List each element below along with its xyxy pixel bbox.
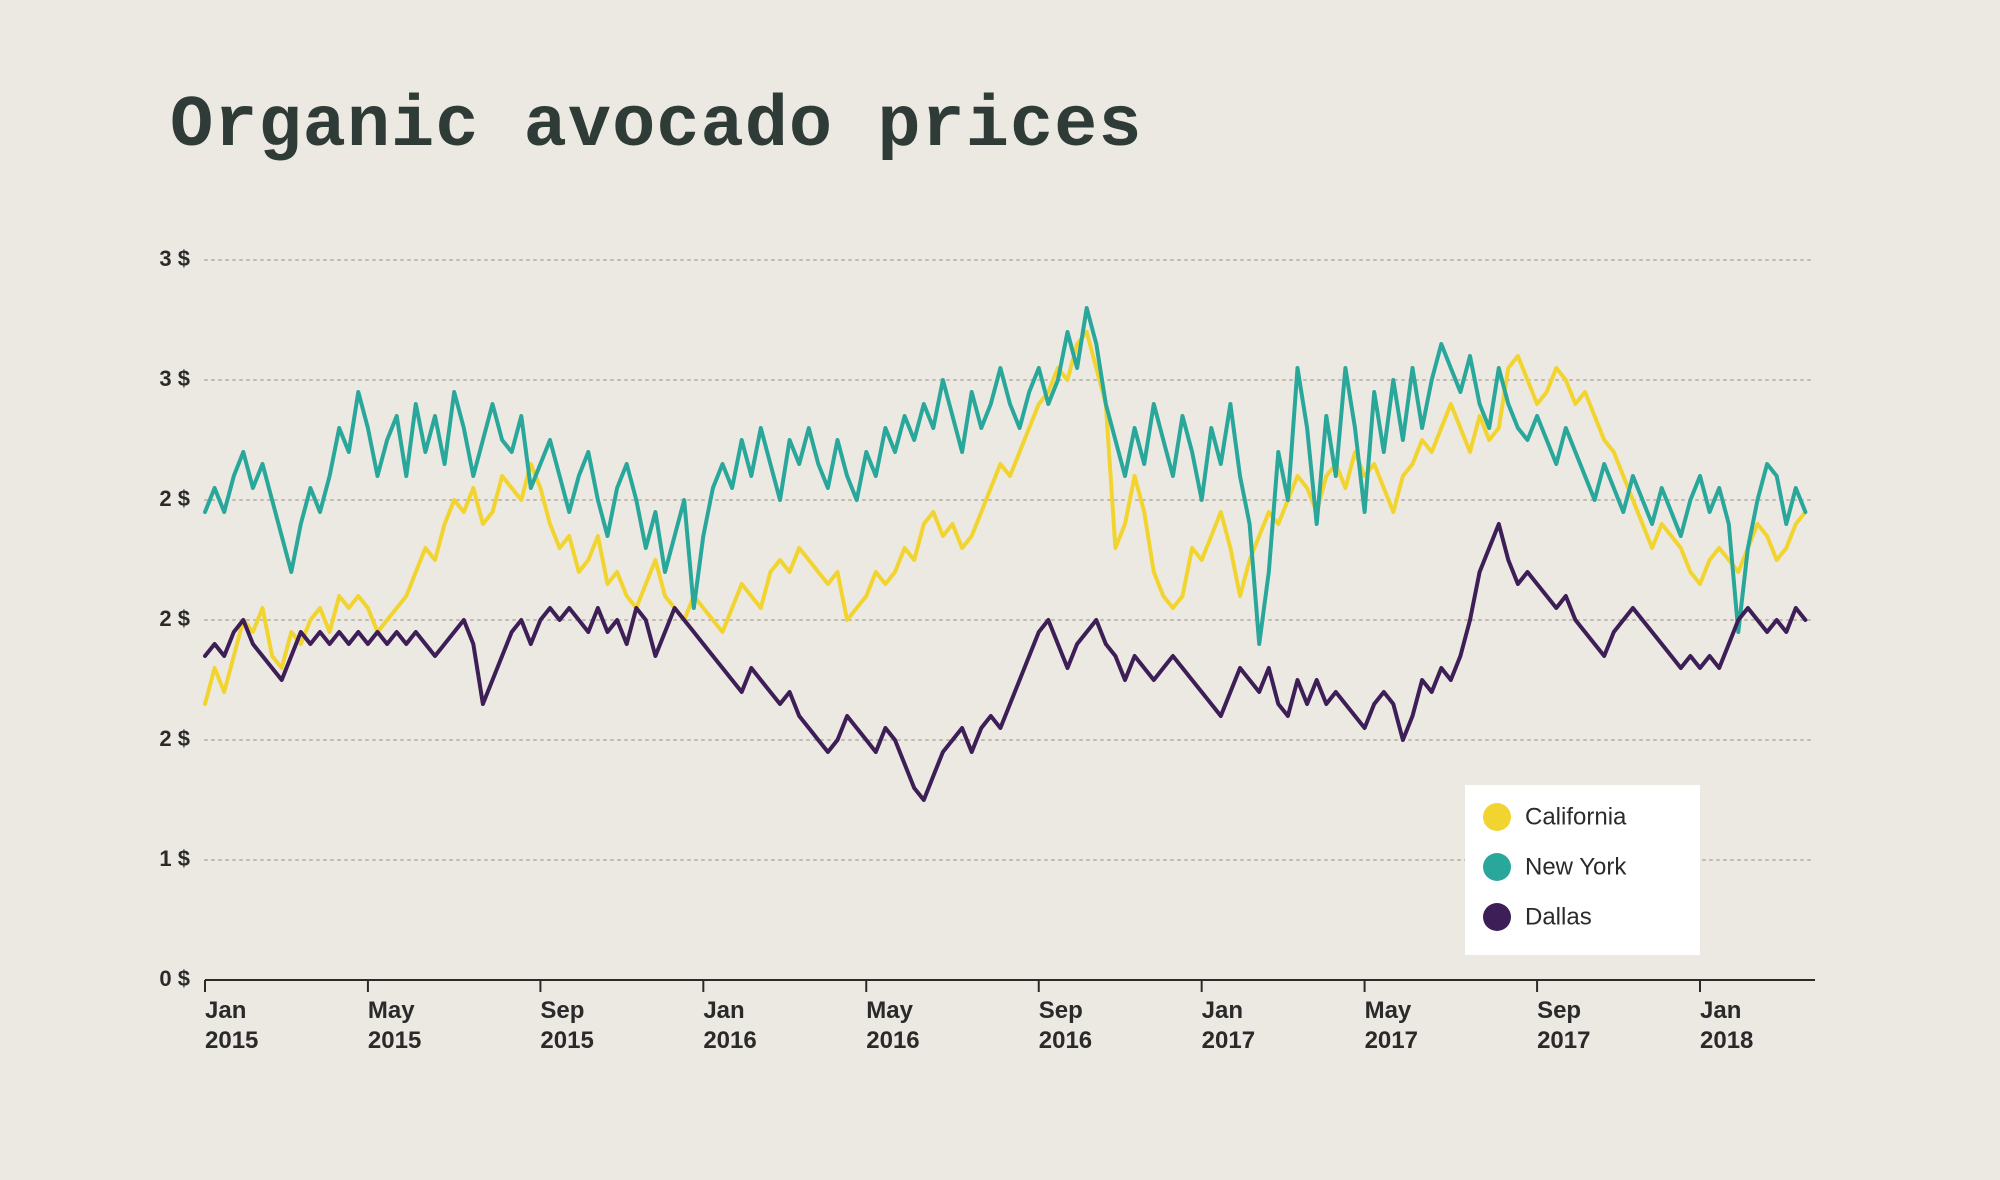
x-axis-tick-label: Jan — [703, 997, 744, 1024]
legend-marker — [1483, 903, 1511, 931]
x-axis-tick-label: 2015 — [540, 1027, 593, 1054]
x-axis-tick-label: 2017 — [1537, 1027, 1590, 1054]
y-axis-tick-label: 0 $ — [159, 966, 190, 991]
y-axis-tick-label: 2 $ — [159, 606, 190, 631]
x-axis-tick-label: May — [866, 997, 913, 1024]
legend-label: New York — [1525, 853, 1627, 880]
x-axis-tick-label: May — [368, 997, 415, 1024]
x-axis-tick-label: 2017 — [1202, 1027, 1255, 1054]
x-axis-tick-label: Sep — [540, 997, 584, 1024]
x-axis-tick-label: 2016 — [1039, 1027, 1092, 1054]
x-axis-tick-label: 2018 — [1700, 1027, 1753, 1054]
x-axis-tick-label: 2017 — [1365, 1027, 1418, 1054]
x-axis-tick-label: May — [1365, 997, 1412, 1024]
line-chart: 0 $ 1 $ 2 $ 2 $ 2 $ 3 $ 3 $ Jan 2015 May 2015 Sep 20… — [130, 240, 1870, 1100]
x-axis-tick-label: Sep — [1537, 997, 1581, 1024]
y-axis-tick-label: 1 $ — [159, 846, 190, 871]
y-axis-tick-label: 3 $ — [159, 246, 190, 271]
legend-marker — [1483, 853, 1511, 881]
series-line-dallas — [205, 524, 1805, 800]
x-axis-tick-label: Jan — [1700, 997, 1741, 1024]
legend-label: Dallas — [1525, 903, 1592, 930]
x-axis-tick-label: Jan — [205, 997, 246, 1024]
x-axis-tick-label: Jan — [1202, 997, 1243, 1024]
legend-marker — [1483, 803, 1511, 831]
x-axis-tick-label: 2015 — [205, 1027, 258, 1054]
x-axis-tick-label: 2015 — [368, 1027, 421, 1054]
x-axis-tick-label: 2016 — [866, 1027, 919, 1054]
x-axis-tick-label: Sep — [1039, 997, 1083, 1024]
legend-label: California — [1525, 803, 1627, 830]
y-axis-tick-label: 3 $ — [159, 366, 190, 391]
chart-title: Organic avocado prices — [170, 85, 1143, 167]
series-line-new-york — [205, 308, 1805, 644]
y-axis-tick-label: 2 $ — [159, 486, 190, 511]
y-axis-tick-label: 2 $ — [159, 726, 190, 751]
x-axis-tick-label: 2016 — [703, 1027, 756, 1054]
